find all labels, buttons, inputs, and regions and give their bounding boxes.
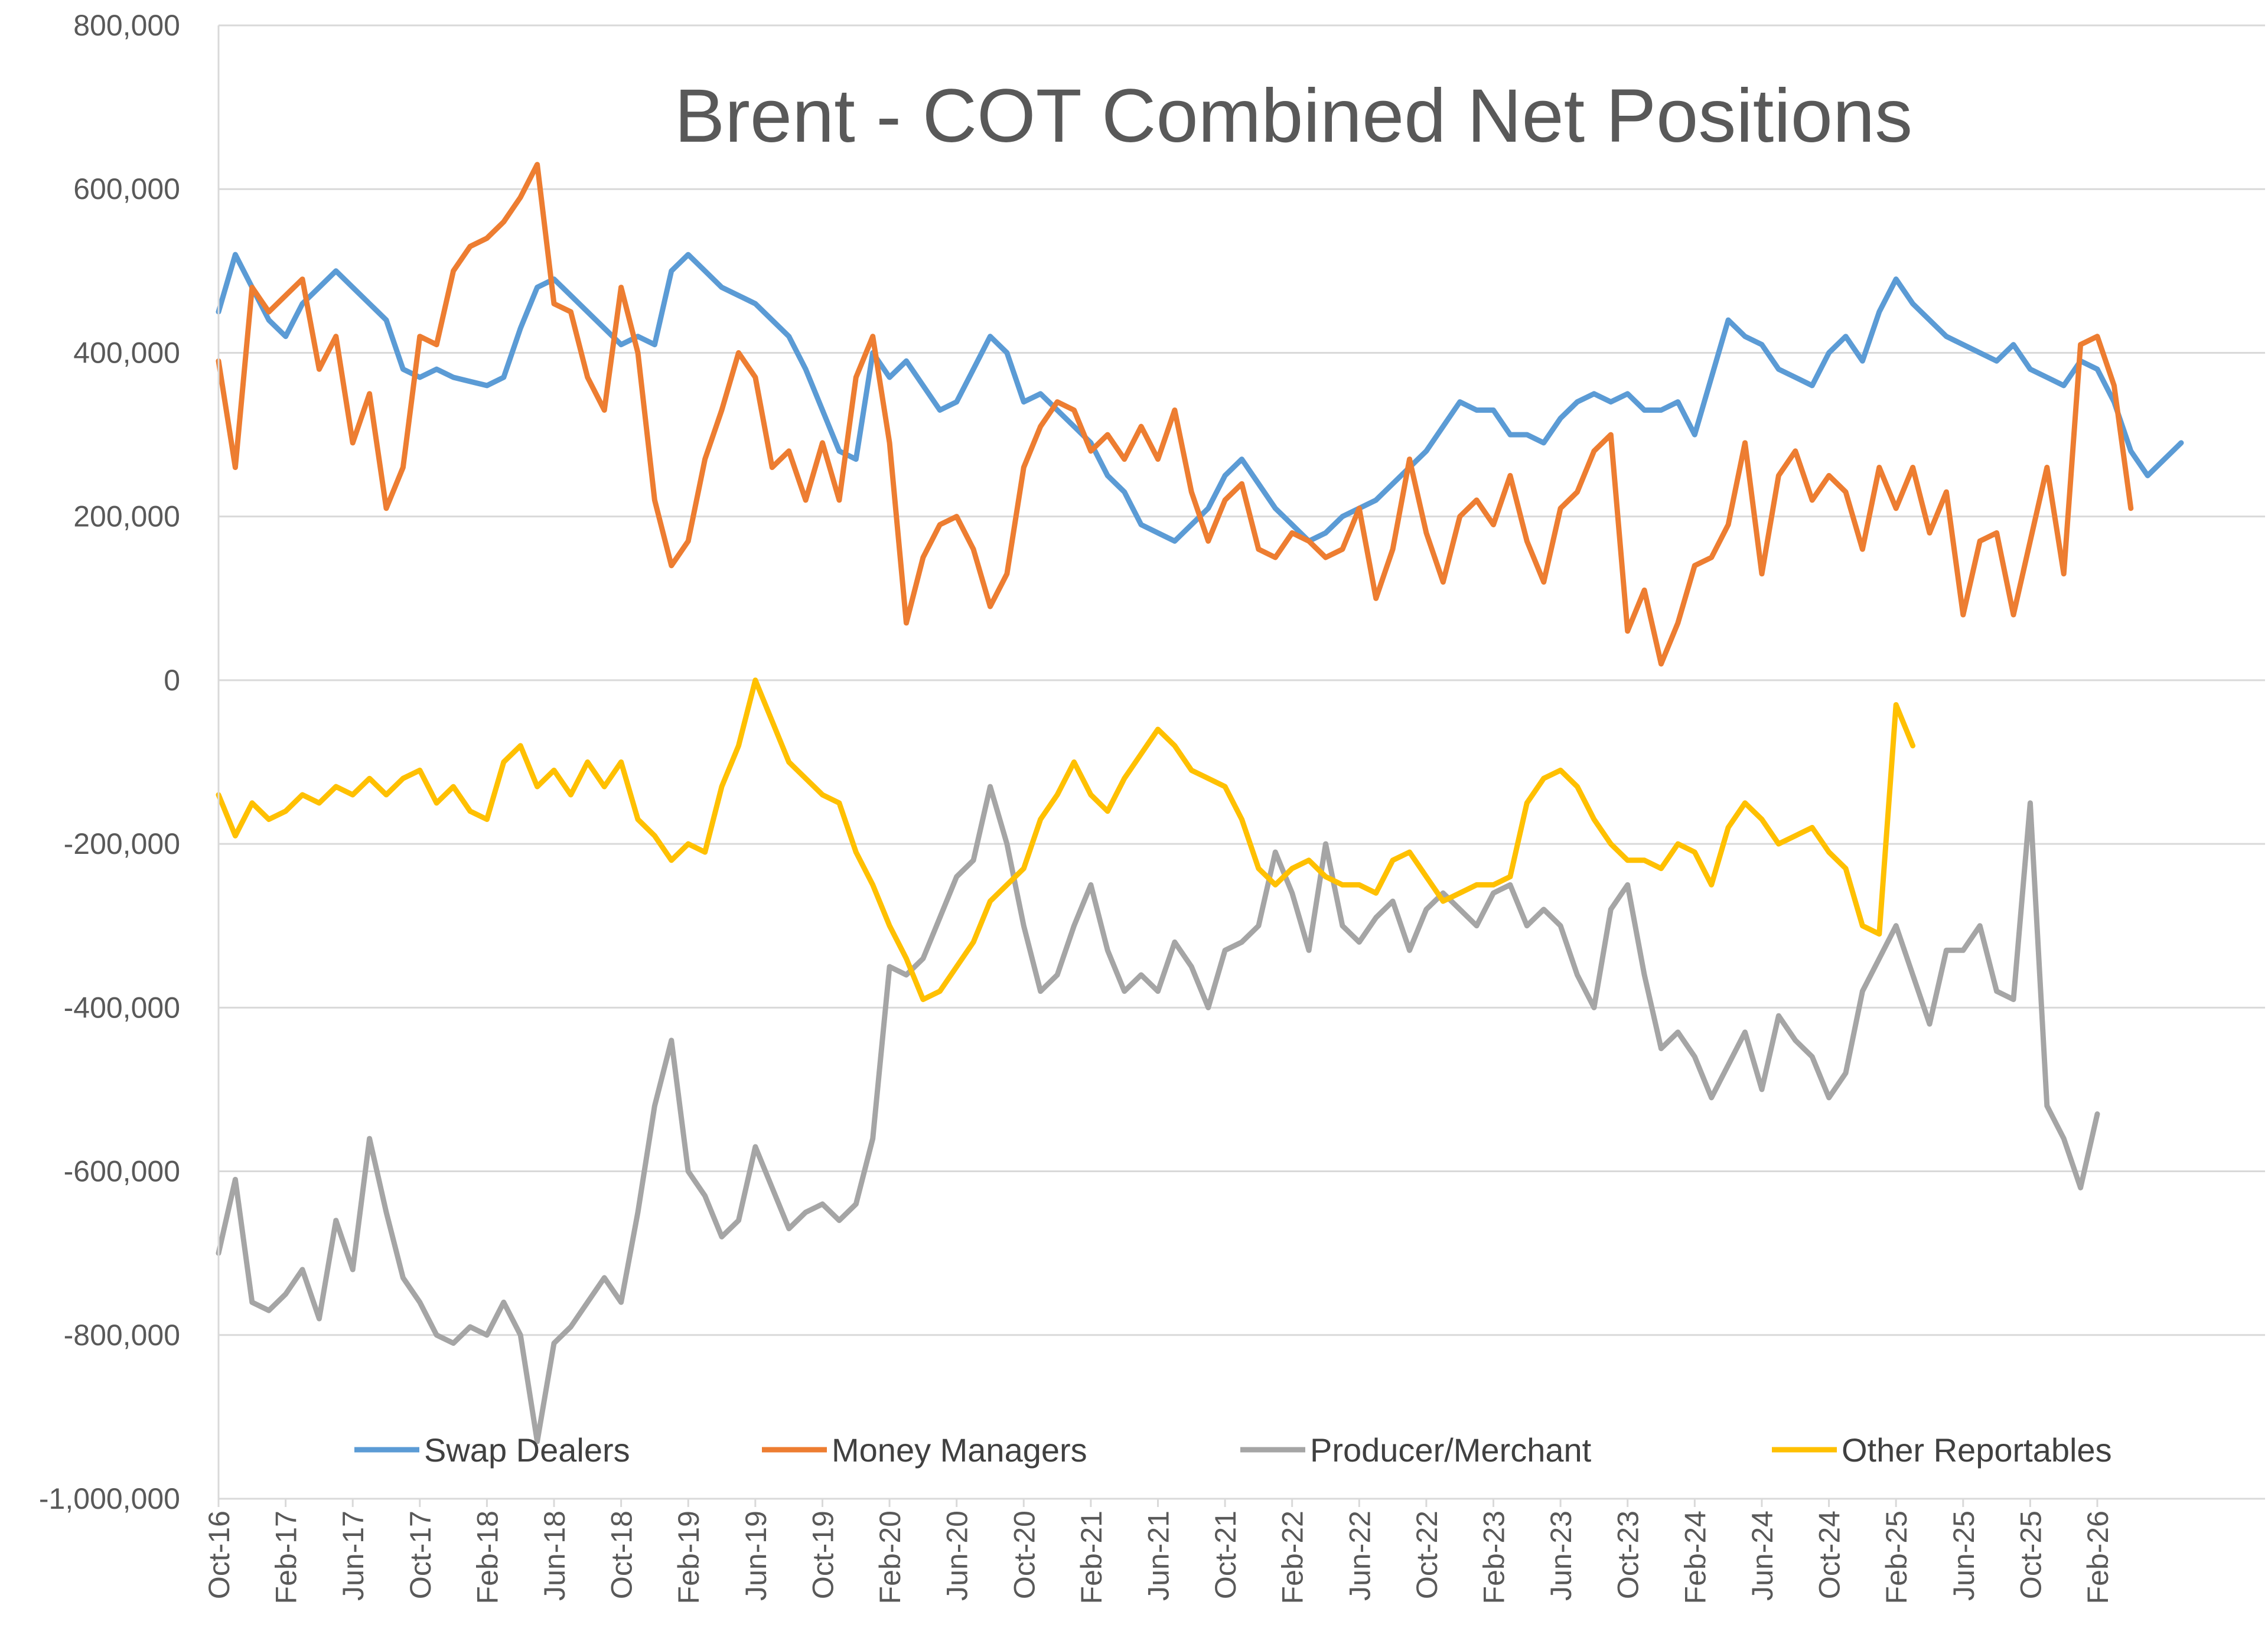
- series-line-producer-merchant: [216, 784, 2100, 1444]
- x-tick-label: Feb-26: [2081, 1511, 2114, 1604]
- series-line-swap-dealers: [216, 252, 2184, 544]
- x-tick-label: Jun-21: [1142, 1511, 1175, 1601]
- chart-title: Brent - COT Combined Net Positions: [674, 74, 1912, 158]
- gridlines: [219, 24, 2265, 1500]
- y-axis-tick-labels: 800,000 600,000 400,000 200,000 0 -200,000 -40…: [39, 9, 180, 1515]
- y-tick-label: -800,000: [64, 1319, 180, 1352]
- y-tick-label: -1,000,000: [39, 1482, 180, 1515]
- x-tick-label: Jun-20: [941, 1511, 974, 1601]
- legend-label: Producer/Merchant: [1310, 1431, 1592, 1469]
- x-tick-label: Feb-20: [874, 1511, 907, 1604]
- x-tick-label: Oct-20: [1008, 1511, 1041, 1599]
- series-line-other-reportables: [216, 677, 1916, 1002]
- legend: Swap Dealers Money Managers Producer/Merch…: [354, 1431, 2112, 1469]
- y-tick-label: 0: [164, 664, 180, 697]
- x-tick-label: Oct-16: [203, 1511, 236, 1599]
- x-tick-label: Jun-23: [1544, 1511, 1578, 1601]
- x-tick-label: Oct-21: [1209, 1511, 1242, 1599]
- x-tick-label: Jun-17: [337, 1511, 370, 1601]
- x-tick-label: Oct-17: [404, 1511, 437, 1599]
- y-tick-label: -600,000: [64, 1155, 180, 1188]
- legend-label: Money Managers: [832, 1431, 1087, 1469]
- x-tick-label: Oct-22: [1410, 1511, 1443, 1599]
- x-tick-label: Feb-23: [1478, 1511, 1511, 1604]
- series-line-money-managers: [216, 162, 2134, 667]
- x-tick-label: Feb-18: [471, 1511, 504, 1604]
- y-tick-label: 400,000: [73, 336, 180, 369]
- x-tick-label: Feb-21: [1075, 1511, 1108, 1604]
- legend-label: Swap Dealers: [424, 1431, 630, 1469]
- x-tick-label: Feb-19: [672, 1511, 705, 1604]
- x-tick-label: Feb-24: [1679, 1511, 1712, 1604]
- x-tick-label: Jun-24: [1746, 1511, 1779, 1601]
- x-tick-label: Oct-25: [2014, 1511, 2047, 1599]
- x-axis-tick-labels: Oct-16 Feb-17 Jun-17 Oct-17 Feb-18 Jun-18 Oct-…: [203, 1511, 2114, 1604]
- legend-label: Other Reportables: [1842, 1431, 2112, 1469]
- y-tick-label: 200,000: [73, 500, 180, 533]
- x-tick-label: Feb-22: [1276, 1511, 1309, 1604]
- x-tick-label: Feb-17: [270, 1511, 303, 1604]
- x-tick-label: Jun-19: [739, 1511, 773, 1601]
- x-tick-label: Jun-22: [1343, 1511, 1376, 1601]
- series-lines: [216, 162, 2184, 1444]
- x-tick-label: Oct-23: [1612, 1511, 1645, 1599]
- x-tick-label: Jun-25: [1947, 1511, 1980, 1601]
- x-tick-label: Oct-24: [1813, 1511, 1846, 1599]
- x-tick-label: Jun-18: [538, 1511, 571, 1601]
- y-tick-label: -200,000: [64, 827, 180, 860]
- y-tick-label: 800,000: [73, 9, 180, 42]
- y-tick-label: -400,000: [64, 991, 180, 1024]
- y-tick-label: 600,000: [73, 172, 180, 206]
- axes: [217, 25, 2098, 1507]
- x-tick-label: Oct-19: [806, 1511, 839, 1599]
- x-tick-label: Feb-25: [1880, 1511, 1913, 1604]
- x-tick-label: Oct-18: [605, 1511, 638, 1599]
